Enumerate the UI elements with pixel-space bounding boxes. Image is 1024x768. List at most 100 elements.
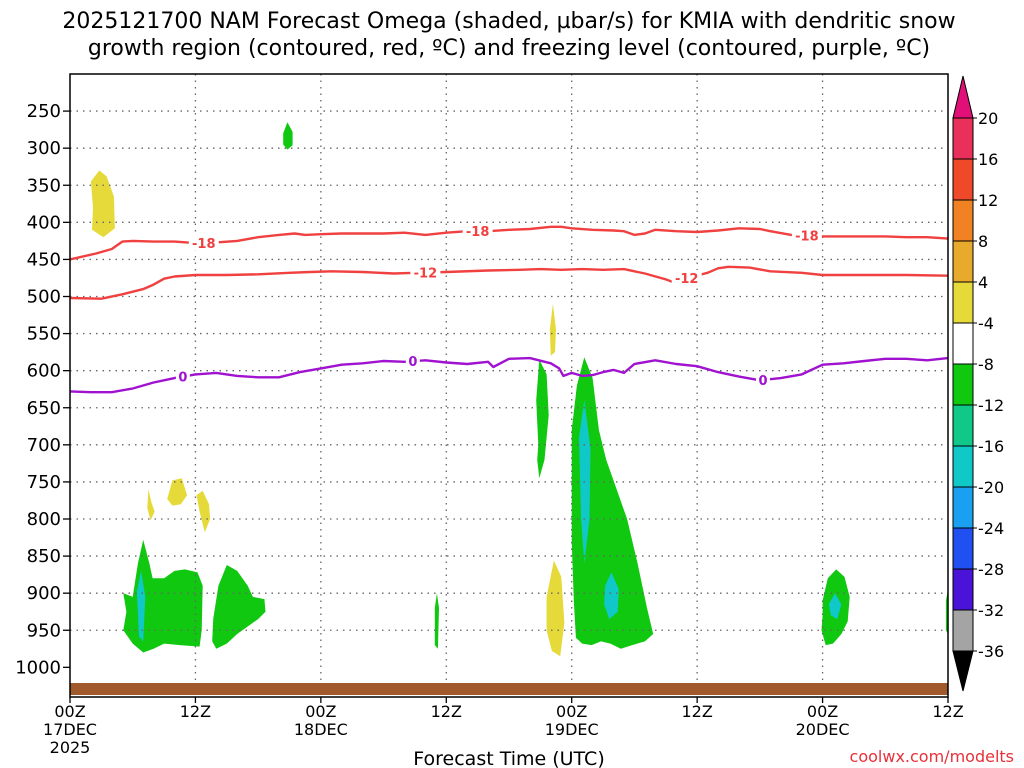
omega-region-12 [196,490,211,533]
omega-region-11 [167,478,188,506]
omega-region-14 [546,560,565,657]
omega-region-17 [604,572,619,620]
credit-text: coolwx.com/modelts [850,747,1014,766]
y-tick-label-900: 900 [27,583,61,604]
contour-label-0-2: -18 [795,229,819,244]
terrain-strip [70,683,948,695]
plot-area [70,74,948,697]
colorbar-label-13: -36 [978,642,1004,661]
colorbar-label-5: -4 [978,314,994,333]
x-tick-date-2: 18DEC [294,720,348,739]
contour-label-2-2: 0 [758,374,767,389]
omega-region-1 [283,122,293,150]
omega-colorbar: 20 16 12 8 4 -4 -8 -12 -16 -20 -24 -28 -32 -36 [952,75,1004,692]
colorbar-label-6: -8 [978,355,994,374]
colorbar-label-1: 16 [978,150,998,169]
contour-label-bg-1-1 [671,269,702,286]
colorbar-bottom-arrow [952,650,974,692]
colorbar-label-11: -28 [978,560,1004,579]
contour-freezing-0 [69,356,949,394]
colorbar-label-0: 20 [978,109,998,128]
x-tick-label-3: 12Z [431,702,462,721]
y-tick-label-550: 550 [27,324,61,345]
colorbar-segment-11 [952,568,974,611]
colorbar-label-8: -16 [978,437,1004,456]
x-tick-label-1: 12Z [180,702,211,721]
colorbar-label-12: -32 [978,601,1004,620]
contour-lines: -18 -18 -18 -12 -12 0 0 0 [69,223,949,394]
y-tick-label-500: 500 [27,287,61,308]
x-tick-label-2: 00Z [305,702,336,721]
y-tick-label-850: 850 [27,546,61,567]
contour-label-0-0: -18 [192,237,216,252]
colorbar-top-arrow [952,75,974,119]
y-tick-label-600: 600 [27,361,61,382]
chart-title-line-2: growth region (contoured, red, ºC) and f… [88,36,930,61]
omega-region-6 [212,565,266,649]
colorbar-label-7: -12 [978,396,1004,415]
colorbar-segment-0 [952,117,974,160]
contour-label-bg-0-0 [188,234,219,251]
colorbar-label-3: 8 [978,232,988,251]
colorbar-segment-3 [952,240,974,283]
contour-dendritic-minus12 [69,265,949,300]
omega-region-7 [434,593,439,649]
omega-region-10 [147,489,155,521]
omega-region-3 [536,359,549,479]
y-tick-label-1000: 1000 [15,657,61,678]
y-tick-label-250: 250 [27,101,61,122]
y-tick-label-450: 450 [27,249,61,270]
x-tick-label-6: 00Z [807,702,838,721]
contour-label-1-0: -12 [414,267,438,282]
contour-label-bg-0-1 [462,223,493,240]
contour-label-2-1: 0 [408,355,417,370]
plot-frame [69,73,949,698]
y-tick-label-400: 400 [27,212,61,233]
omega-region-18 [828,593,842,620]
y-axis-ticks: 250 300 350 400 450 500 550 600 650 700 750 800 850 9… [15,101,70,678]
x-tick-date-4: 19DEC [545,720,599,739]
x-tick-label-0: 00Z [54,702,85,721]
contour-label-bg-2-0 [175,368,190,385]
omega-region-2 [549,303,556,356]
colorbar-segment-8 [952,445,974,488]
y-tick-label-350: 350 [27,175,61,196]
colorbar-segment-7 [952,404,974,447]
contour-label-bg-0-2 [791,227,822,244]
contour-label-bg-2-1 [405,353,420,370]
x-tick-label-4: 00Z [556,702,587,721]
x-tick-year-0: 2025 [50,738,91,757]
colorbar-segment-13 [952,609,974,652]
omega-region-0 [90,170,115,238]
x-axis-label: Forecast Time (UTC) [413,748,604,768]
chart-title-line-1: 2025121700 NAM Forecast Omega (shaded, µ… [62,9,955,34]
y-tick-label-300: 300 [27,138,61,159]
colorbar-segment-6 [952,363,974,406]
contour-label-bg-1-0 [410,264,441,281]
colorbar-label-4: 4 [978,273,988,292]
contour-label-bg-2-2 [755,371,770,388]
y-tick-label-700: 700 [27,435,61,456]
x-tick-label-7: 12Z [932,702,963,721]
colorbar-segment-4 [952,281,974,324]
contour-label-1-1: -12 [675,272,699,287]
y-tick-label-800: 800 [27,509,61,530]
colorbar-segment-2 [952,199,974,242]
colorbar-label-9: -20 [978,478,1004,497]
colorbar-label-2: 12 [978,191,998,210]
contour-label-2-0: 0 [178,371,187,386]
colorbar-label-10: -24 [978,519,1004,538]
omega-region-15 [136,570,146,642]
colorbar-segment-9 [952,486,974,529]
y-tick-label-750: 750 [27,472,61,493]
contour-label-0-1: -18 [466,225,490,240]
y-tick-label-650: 650 [27,398,61,419]
x-tick-label-5: 12Z [681,702,712,721]
colorbar-segment-5 [952,322,974,365]
x-tick-date-6: 20DEC [796,720,850,739]
y-tick-label-950: 950 [27,620,61,641]
x-tick-date-0: 17DEC [43,720,97,739]
colorbar-segment-1 [952,158,974,201]
